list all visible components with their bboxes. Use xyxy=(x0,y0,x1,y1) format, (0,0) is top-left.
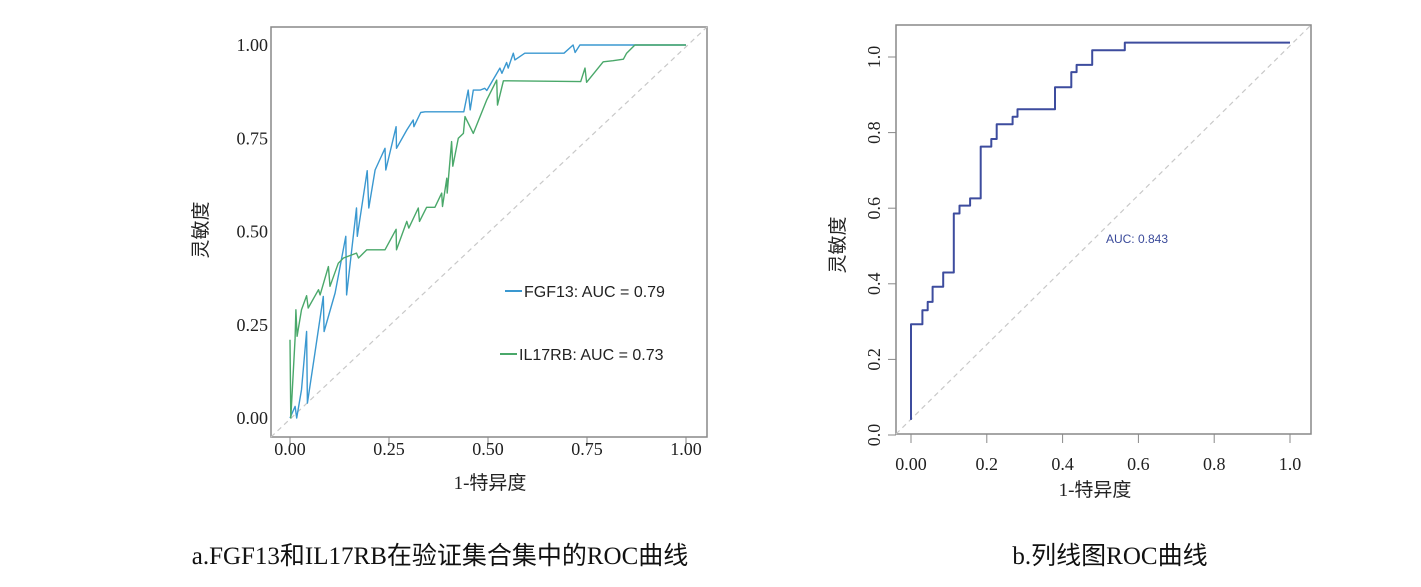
y-tick-label: 0.75 xyxy=(237,128,269,148)
legend-label-il17rb: IL17RB: AUC = 0.73 xyxy=(519,347,664,364)
caption-b: b.列线图ROC曲线 xyxy=(1012,542,1207,570)
roc-curve-il17rb xyxy=(289,44,686,419)
y-tick-label: 0.4 xyxy=(864,273,884,296)
auc-annotation: AUC: 0.843 xyxy=(1106,232,1168,246)
caption-a: a.FGF13和IL17RB在验证集合集中的ROC曲线 xyxy=(192,542,689,570)
x-axis-title: 1-特异度 xyxy=(1059,479,1132,501)
y-tick-label: 0.8 xyxy=(864,121,884,144)
y-tick-label: 1.00 xyxy=(237,35,269,55)
roc-curve-nomogram xyxy=(910,41,1290,420)
y-axis-title: 灵敏度 xyxy=(190,201,212,258)
x-tick-label: 0.2 xyxy=(976,454,999,474)
y-axis-title: 灵敏度 xyxy=(827,216,849,273)
y-tick-label: 0.50 xyxy=(237,222,269,242)
y-tick-label: 0.00 xyxy=(237,408,269,428)
roc-chart-a: 0.00 0.25 0.50 0.75 1.00 0.00 0.25 0.50 0.75 1.00… xyxy=(190,26,708,494)
reference-diagonal xyxy=(895,24,1312,435)
x-tick-label: 1.0 xyxy=(1279,454,1302,474)
plot-frame xyxy=(895,24,1312,435)
y-tick-label: 1.0 xyxy=(864,46,884,69)
x-tick-label: 0.25 xyxy=(373,439,405,459)
x-tick-label: 0.6 xyxy=(1127,454,1150,474)
y-tick-label: 0.0 xyxy=(864,424,884,447)
x-axis-title: 1-特异度 xyxy=(454,472,527,494)
legend-label-fgf13: FGF13: AUC = 0.79 xyxy=(524,284,665,301)
x-tick-label: 0.50 xyxy=(472,439,504,459)
x-tick-label: 0.75 xyxy=(571,439,603,459)
x-tick-label: 0.8 xyxy=(1203,454,1226,474)
y-tick-label: 0.6 xyxy=(864,197,884,220)
x-tick-label: 1.00 xyxy=(670,439,702,459)
y-tick-label: 0.25 xyxy=(237,315,269,335)
reference-diagonal xyxy=(270,26,708,438)
x-tick-label: 0.4 xyxy=(1051,454,1074,474)
plot-frame xyxy=(270,26,708,438)
x-tick-label: 0.00 xyxy=(895,454,927,474)
x-tick-label: 0.00 xyxy=(274,439,306,459)
roc-curve-fgf13 xyxy=(289,44,686,419)
y-tick-label: 0.2 xyxy=(864,348,884,371)
roc-chart-b: 0.00 0.2 0.4 0.6 0.8 1.0 0.0 0.2 0.4 0.6 0.8 1.0 1-特… xyxy=(827,24,1312,501)
